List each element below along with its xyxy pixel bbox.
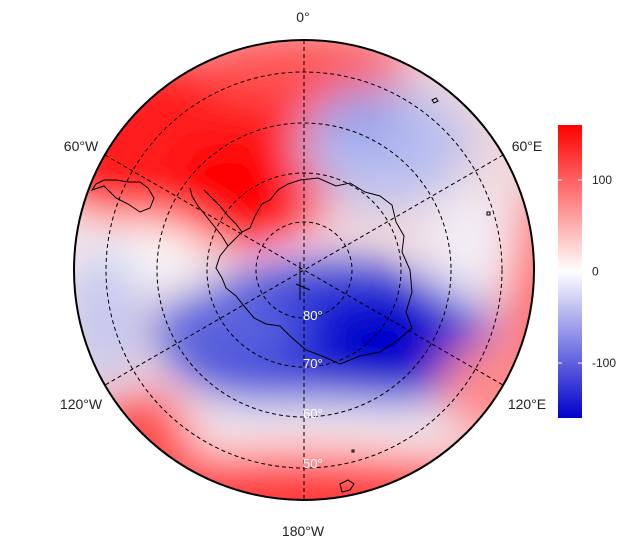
lat-label-80: 80° (303, 308, 323, 323)
south-america-tip (90, 179, 155, 213)
island-e (486, 211, 491, 216)
lat-circle-60 (156, 122, 452, 418)
lat-label-50: 50° (303, 456, 323, 471)
lon-label-180: 180°W (282, 523, 325, 539)
lon-label-60e: 60°E (512, 138, 543, 154)
colorbar-tick-label: 100 (592, 173, 612, 187)
antarctica-coastline (215, 177, 413, 365)
graticule (104, 40, 504, 500)
island-s (339, 479, 355, 493)
lon-label-60w: 60°W (64, 138, 99, 154)
island-s2 (351, 449, 355, 453)
lon-label-120e: 120°E (508, 396, 546, 412)
colorbar: 100 0 -100 (558, 125, 616, 418)
coastlines (90, 97, 491, 493)
colorbar-ticks: 100 0 -100 (558, 173, 616, 370)
lat-label-70: 70° (303, 356, 323, 371)
anomaly-field (74, 40, 534, 500)
colorbar-tick-label: 0 (592, 265, 599, 279)
map-boundary (73, 39, 535, 501)
antarctic-peninsula (189, 187, 243, 247)
lon-label-120w: 120°W (60, 396, 103, 412)
lat-label-60: 60° (303, 406, 323, 421)
ice-shelf-ross (295, 262, 311, 300)
lon-label-0: 0° (296, 9, 309, 25)
colorbar-tick-label: -100 (592, 356, 616, 370)
island-ne (431, 97, 439, 104)
